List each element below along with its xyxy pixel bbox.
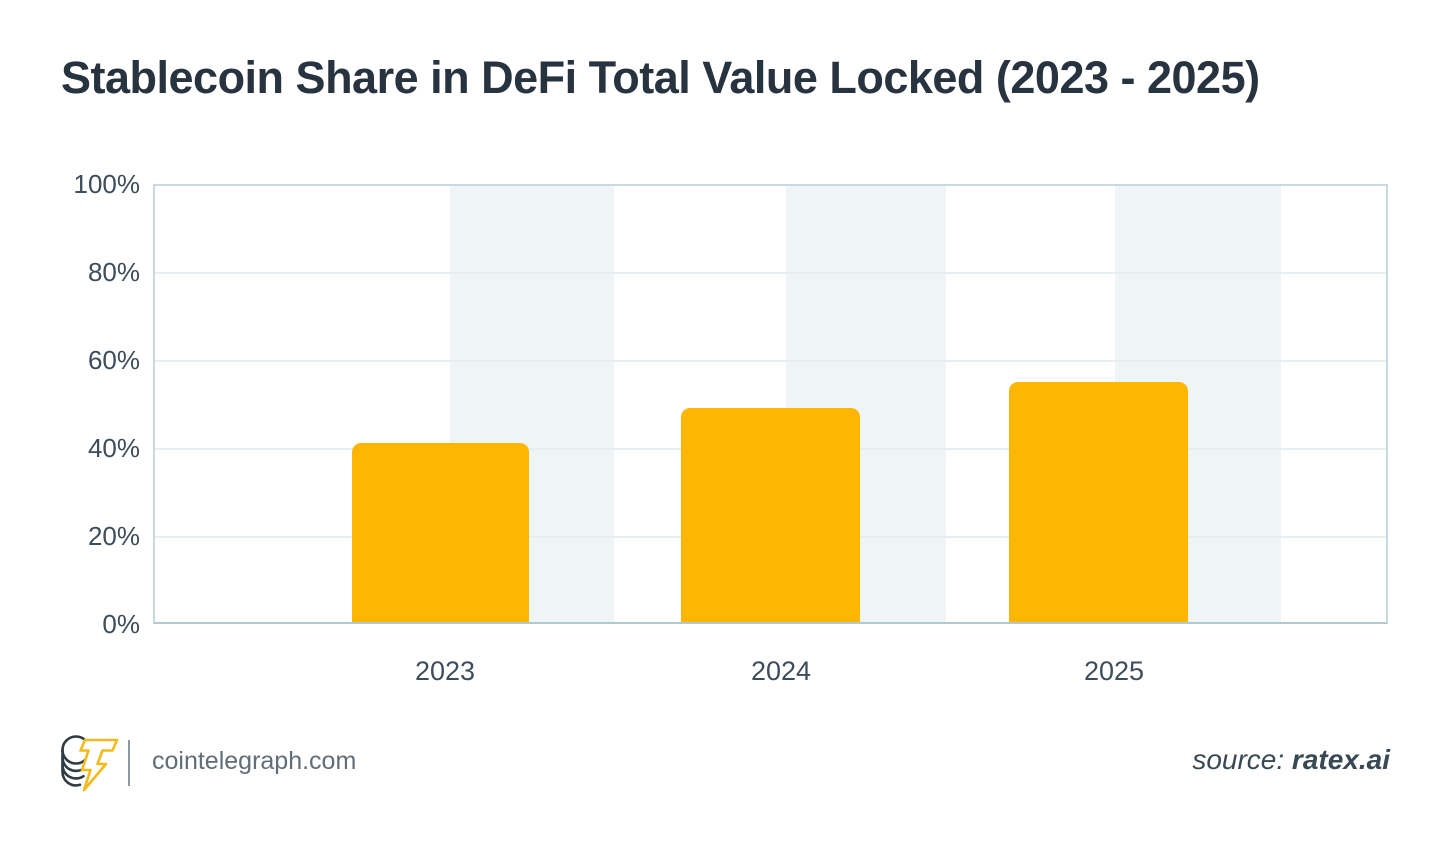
- gridline-80: [155, 272, 1386, 274]
- source-label: source:: [1192, 744, 1285, 775]
- footer-divider: [128, 740, 130, 786]
- y-tick-label-20: 20%: [87, 521, 140, 551]
- cointelegraph-logo: [54, 733, 124, 800]
- bar-2023: [352, 443, 529, 622]
- lightning-bolt-icon: [79, 738, 119, 792]
- coin-stack-lightning-icon: [61, 735, 119, 792]
- chart-title: Stablecoin Share in DeFi Total Value Loc…: [61, 52, 1260, 103]
- x-tick-label-2025: 2025: [1083, 656, 1145, 686]
- y-tick-label-100: 100%: [73, 169, 141, 199]
- y-tick-label-60: 60%: [87, 345, 140, 375]
- gridline-60: [155, 360, 1386, 362]
- bar-2024: [681, 408, 860, 622]
- plot-area: [153, 184, 1388, 624]
- footer-brand-text: cointelegraph.com: [152, 747, 357, 775]
- x-tick-label-2023: 2023: [414, 656, 476, 686]
- footer-source: source: ratex.ai: [1192, 744, 1390, 776]
- bar-2025: [1009, 382, 1188, 622]
- y-tick-label-0: 0%: [102, 609, 140, 639]
- x-tick-label-2024: 2024: [750, 656, 812, 686]
- source-value: ratex.ai: [1291, 744, 1390, 775]
- y-tick-label-80: 80%: [87, 257, 140, 287]
- y-tick-label-40: 40%: [87, 433, 140, 463]
